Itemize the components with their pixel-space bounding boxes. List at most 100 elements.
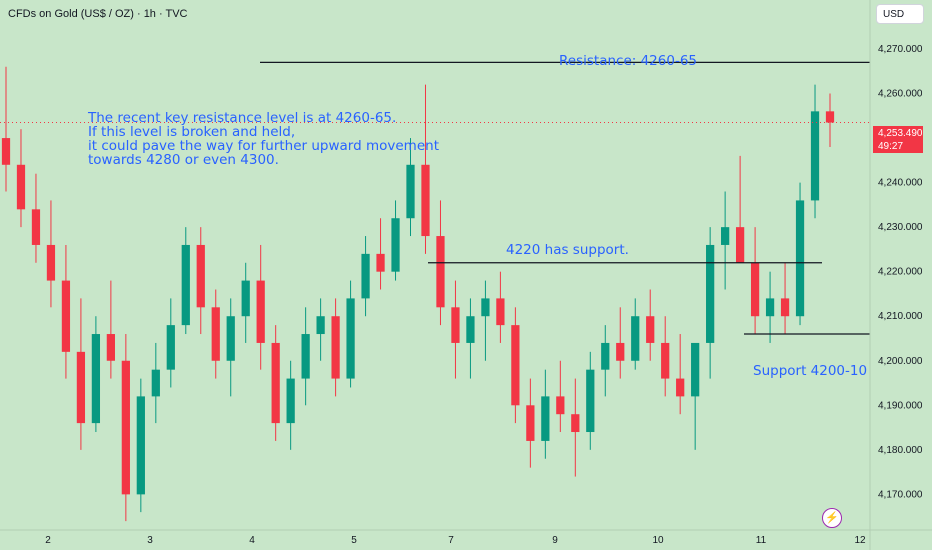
candle <box>511 307 519 423</box>
candle-body <box>631 316 639 361</box>
candle-body <box>661 343 669 379</box>
candle-body <box>796 200 804 316</box>
candle <box>496 272 504 343</box>
candle <box>32 174 40 263</box>
candle <box>272 325 280 441</box>
candle <box>242 263 250 343</box>
candle-body <box>77 352 85 423</box>
candle <box>212 289 220 378</box>
candle <box>706 227 714 378</box>
time-axis: 2 3 4 5 7 9 10 11 12 <box>0 530 932 546</box>
price-tick-label: 4,240.000 <box>878 178 923 189</box>
candle-body <box>646 316 654 343</box>
candle-body <box>811 111 819 200</box>
candle <box>811 85 819 219</box>
candle <box>107 281 115 379</box>
time-tick-label: 9 <box>552 535 558 546</box>
time-tick-label: 11 <box>756 535 767 546</box>
candle <box>661 316 669 396</box>
candle <box>481 281 489 361</box>
candle-body <box>227 316 235 361</box>
candle <box>122 334 130 521</box>
candle-body <box>676 379 684 397</box>
candle-body <box>62 281 70 352</box>
candle <box>781 263 789 334</box>
candle-body <box>421 165 429 236</box>
candle-body <box>242 281 250 317</box>
candle <box>601 325 609 396</box>
candle-body <box>167 325 175 370</box>
candle-body <box>361 254 369 299</box>
candle-body <box>182 245 190 325</box>
candle <box>182 227 190 334</box>
price-tick-label: 4,180.000 <box>878 445 923 456</box>
candle-body <box>541 396 549 441</box>
price-tick-label: 4,270.000 <box>878 44 923 55</box>
candle-body <box>571 414 579 432</box>
candle-body <box>137 396 145 494</box>
candle <box>556 361 564 432</box>
candle <box>346 281 354 388</box>
candle <box>257 245 265 370</box>
candle <box>331 298 339 396</box>
candle-body <box>466 316 474 343</box>
candle <box>736 156 744 263</box>
candle-body <box>17 165 25 210</box>
candle-body <box>826 111 834 122</box>
candle-body <box>197 245 205 307</box>
price-tick-label: 4,230.000 <box>878 222 923 233</box>
horizontal-levels <box>0 62 870 334</box>
time-tick-label: 4 <box>249 535 255 546</box>
candle-body <box>736 227 744 263</box>
price-tick-label: 4,200.000 <box>878 356 923 367</box>
candle <box>541 370 549 459</box>
candle <box>421 85 429 254</box>
candle <box>152 343 160 423</box>
candle-body <box>212 307 220 360</box>
candle <box>751 227 759 334</box>
candle <box>721 192 729 290</box>
candle-body <box>391 218 399 271</box>
candle-body <box>526 405 534 441</box>
candle-body <box>691 343 699 396</box>
candle-body <box>302 334 310 379</box>
price-tick-label: 4,210.000 <box>878 311 923 322</box>
candle <box>92 316 100 432</box>
candle-body <box>586 370 594 432</box>
candle <box>316 298 324 360</box>
currency-button[interactable]: USD <box>876 4 924 24</box>
resistance-label: Resistance: 4260-65 <box>559 54 697 68</box>
candle <box>646 289 654 360</box>
candle <box>17 129 25 227</box>
candle-body <box>451 307 459 343</box>
lightning-icon[interactable]: ⚡ <box>822 508 842 528</box>
candle <box>616 307 624 378</box>
candle-body <box>152 370 160 397</box>
candle <box>227 298 235 396</box>
candle-body <box>316 316 324 334</box>
candle <box>391 200 399 280</box>
last-price-tag: 4,253.490 49:27 <box>873 126 923 153</box>
candle <box>361 236 369 316</box>
price-tick-label: 4,220.000 <box>878 267 923 278</box>
candle <box>691 343 699 450</box>
price-tick-label: 4,170.000 <box>878 489 923 500</box>
candle <box>586 352 594 450</box>
symbol-title: CFDs on Gold (US$ / OZ) · 1h · TVC <box>8 8 188 20</box>
support-4200-label: Support 4200-10 <box>753 364 867 378</box>
price-tick-label: 4,190.000 <box>878 400 923 411</box>
candle-body <box>2 138 10 165</box>
commentary-text: The recent key resistance level is at 42… <box>88 111 439 167</box>
candle <box>2 67 10 192</box>
time-tick-label: 10 <box>652 535 664 546</box>
candle <box>77 298 85 449</box>
candle-body <box>47 245 55 281</box>
candle-body <box>436 236 444 307</box>
candle-body <box>496 298 504 325</box>
candle <box>466 298 474 378</box>
candle-body <box>122 361 130 495</box>
candle-body <box>406 165 414 218</box>
candle-body <box>257 281 265 343</box>
candle-body <box>331 316 339 378</box>
